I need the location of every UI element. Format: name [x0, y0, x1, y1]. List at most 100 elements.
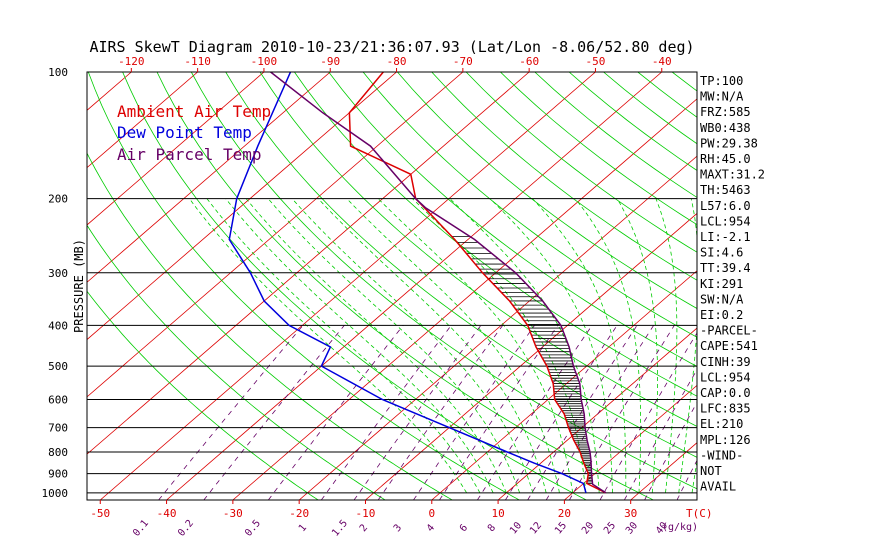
moist-adiabat: [575, 198, 641, 493]
mixing-ratio-label: 2: [358, 523, 370, 535]
dry-adiabat: [225, 72, 697, 458]
legend-air-parcel-temp: Air Parcel Temp: [117, 145, 262, 164]
dry-adiabat: [775, 72, 870, 500]
legend-dew-point-temp: Dew Point Temp: [117, 123, 252, 142]
mixing-ratio-label: 3: [392, 523, 404, 535]
pressure-tick-label: 300: [48, 267, 68, 280]
pressure-tick-label: 500: [48, 360, 68, 373]
index-label: MW:N/A: [700, 90, 744, 104]
index-label: EL:210: [700, 417, 743, 431]
bottom-temp-unit: T(C): [686, 507, 713, 520]
dew-point-temp-line: [228, 72, 587, 493]
mixing-ratio-label: 4: [425, 523, 437, 535]
index-label: AVAIL: [700, 480, 736, 494]
mixing-ratio-line: [527, 325, 638, 500]
index-label: LFC:835: [700, 402, 751, 416]
mixing-ratio-line: [353, 325, 482, 500]
top-temp-tick-label: -80: [387, 55, 407, 68]
mixing-ratio-label: 0.5: [243, 518, 263, 539]
isotherm-line: [87, 72, 265, 226]
index-label: MPL:126: [700, 433, 751, 447]
pressure-tick-label: 400: [48, 319, 68, 332]
index-label: FRZ:585: [700, 105, 751, 119]
index-label: CINH:39: [700, 355, 751, 369]
dry-adiabat: [741, 72, 870, 500]
pressure-tick-label: 1000: [42, 487, 69, 500]
isotherm-line: [0, 72, 65, 500]
moist-adiabat: [225, 198, 494, 493]
bottom-temp-tick-label: -30: [223, 507, 243, 520]
pressure-tick-label: 900: [48, 468, 68, 481]
moist-adiabat: [489, 198, 613, 493]
pressure-tick-label: 600: [48, 393, 68, 406]
dry-adiabat: [87, 290, 319, 500]
mixing-ratio-label: 15: [553, 520, 569, 536]
dry-adiabat: [156, 72, 654, 500]
top-temp-tick-label: -100: [251, 55, 278, 68]
isotherm-line: [166, 72, 663, 500]
mixing-ratio-label: 25: [602, 520, 618, 536]
isotherm-line: [87, 72, 530, 455]
mixing-ratio-label: 10: [508, 520, 524, 536]
dry-adiabat: [844, 72, 870, 500]
isotherm-line: [431, 270, 697, 500]
bottom-temp-tick-label: 30: [624, 507, 637, 520]
mixing-ratio-label: 1: [297, 523, 309, 535]
dry-adiabat: [122, 72, 587, 500]
dry-adiabat: [294, 72, 697, 397]
index-label: L57:6.0: [700, 199, 751, 213]
moist-adiabat: [245, 198, 507, 493]
bottom-temp-tick-label: 20: [558, 507, 571, 520]
dry-adiabat: [328, 72, 697, 367]
mixing-ratio-line: [545, 325, 654, 500]
pressure-tick-label: 800: [48, 446, 68, 459]
mixing-ratio-line: [624, 368, 697, 500]
dry-adiabat: [87, 72, 520, 500]
isotherm-line: [298, 155, 697, 500]
bottom-temp-tick-label: -10: [356, 507, 376, 520]
top-temp-tick-label: -60: [519, 55, 539, 68]
isotherm-line: [87, 72, 397, 341]
y-axis-label: PRESSURE (MB): [72, 239, 86, 333]
bottom-temp-tick-label: -20: [289, 507, 309, 520]
mixing-ratio-line: [599, 332, 697, 500]
index-label: MAXT:31.2: [700, 168, 765, 182]
top-temp-tick-label: -120: [118, 55, 145, 68]
mixing-ratio-line: [644, 401, 697, 500]
mixing-ratio-unit: (g/kg): [662, 522, 698, 533]
mixing-ratio-label: 30: [624, 520, 640, 536]
index-label: WB0:438: [700, 121, 751, 135]
mixing-ratio-label: 12: [528, 520, 544, 536]
isotherm-line: [365, 212, 697, 500]
mixing-ratio-label: 0.1: [131, 518, 151, 539]
mixing-ratio-line: [505, 325, 618, 500]
isotherm-line: [497, 327, 697, 500]
legend: Ambient Air Temp Dew Point Temp Air Parc…: [117, 102, 271, 164]
mixing-ratio-line: [320, 325, 452, 500]
pressure-tick-label: 200: [48, 193, 68, 206]
mixing-ratio-line: [413, 325, 535, 500]
index-label: SI:4.6: [700, 246, 743, 260]
index-label: LCL:954: [700, 214, 751, 228]
dry-adiabat: [810, 72, 870, 500]
bottom-temp-tick-label: 0: [428, 507, 435, 520]
bottom-temp-tick-label: 10: [491, 507, 504, 520]
dry-adiabat: [397, 72, 697, 309]
isotherm-line: [99, 72, 596, 500]
dry-adiabat: [500, 72, 697, 226]
moist-adiabat: [346, 198, 560, 493]
index-label: SW:N/A: [700, 292, 744, 306]
index-label: CAP:0.0: [700, 386, 751, 400]
mixing-ratio-label: 20: [580, 520, 596, 536]
mixing-ratio-label: 8: [486, 523, 498, 535]
legend-ambient-air-temp: Ambient Air Temp: [117, 102, 271, 121]
index-label: KI:291: [700, 277, 743, 291]
chart-title: AIRS SkewT Diagram 2010-10-23/21:36:07.9…: [89, 38, 694, 56]
moist-adiabat: [449, 198, 600, 493]
index-label: -PARCEL-: [700, 324, 758, 338]
top-temp-tick-label: -50: [586, 55, 606, 68]
isotherm-line: [87, 72, 198, 169]
mixing-ratio-label: 1.5: [330, 518, 350, 539]
dry-adiabat: [87, 152, 453, 500]
